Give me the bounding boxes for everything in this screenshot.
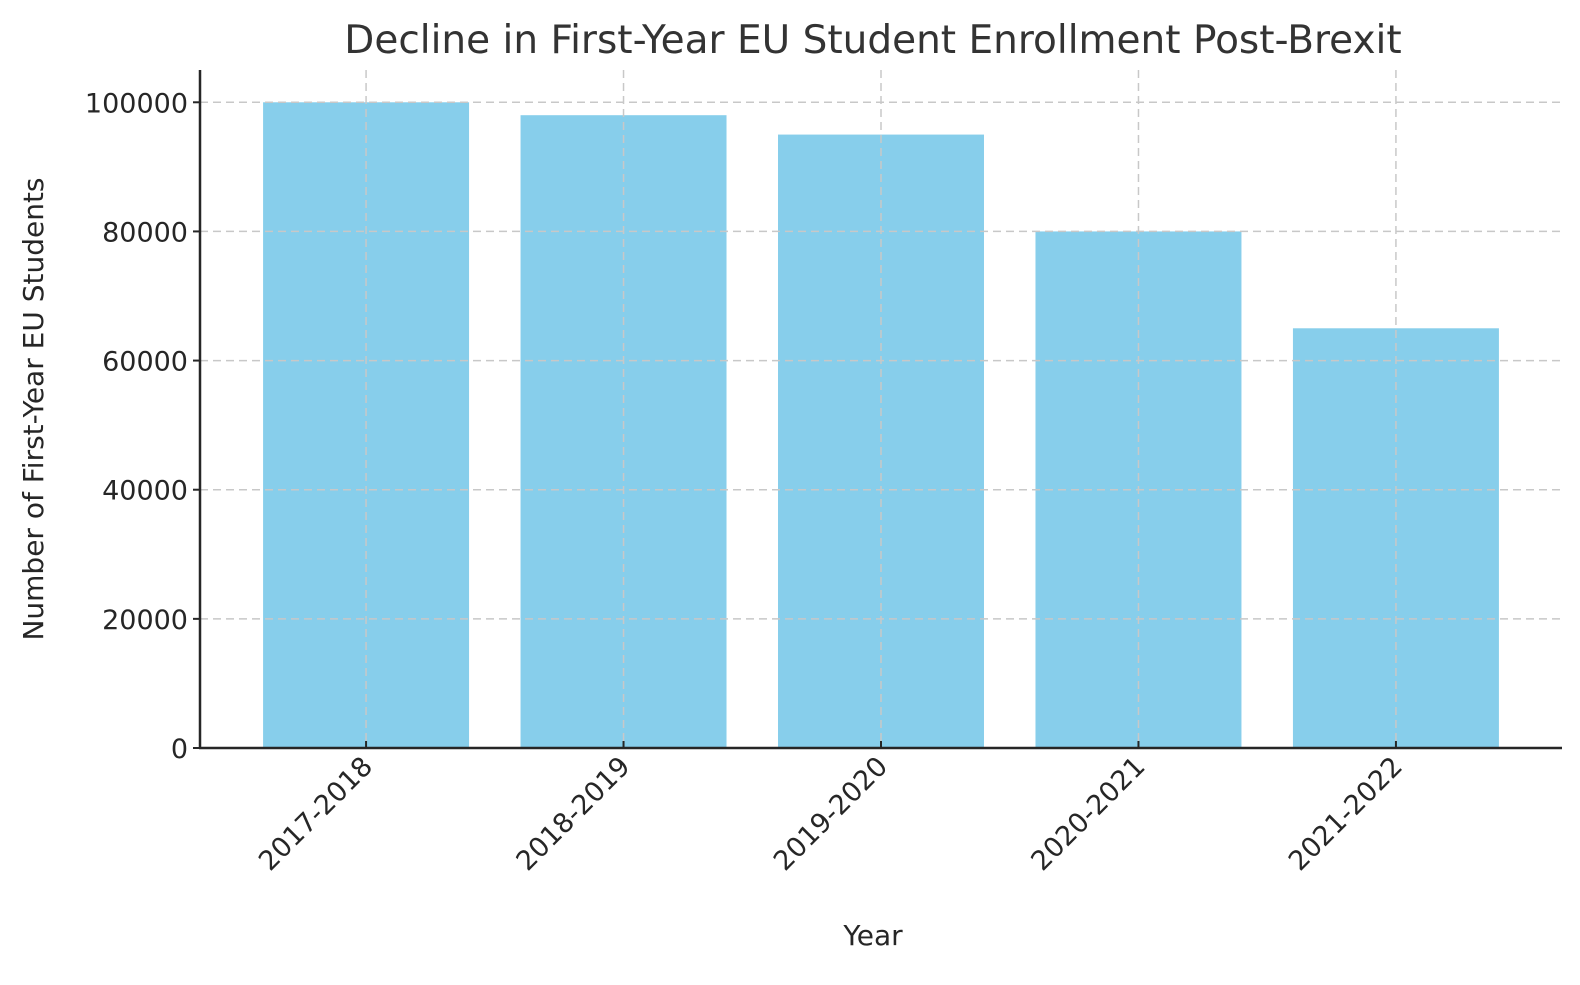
x-tick-label: 2020-2021 [1025,751,1151,877]
x-axis-label: Year [842,919,903,952]
x-axis-ticks: 2017-2018 2018-2019 2019-2020 2020-2021 2021… [253,741,1409,877]
y-tick-label: 80000 [102,217,188,248]
x-tick-label: 2018-2019 [510,751,636,877]
y-tick-label: 100000 [85,88,188,119]
y-axis-ticks: 0 20000 40000 60000 80000 100000 [85,88,200,765]
y-tick-label: 0 [171,734,188,765]
y-tick-label: 20000 [102,605,188,636]
chart-title: Decline in First-Year EU Student Enrollm… [344,18,1401,63]
y-axis-label: Number of First-Year EU Students [17,177,50,640]
y-tick-label: 40000 [102,476,188,507]
gridlines [200,70,1562,748]
bar-2018-2019 [520,115,727,748]
y-tick-label: 60000 [102,347,188,378]
x-tick-label: 2017-2018 [253,751,379,877]
x-tick-label: 2019-2020 [768,751,894,877]
x-tick-label: 2021-2022 [1283,751,1409,877]
